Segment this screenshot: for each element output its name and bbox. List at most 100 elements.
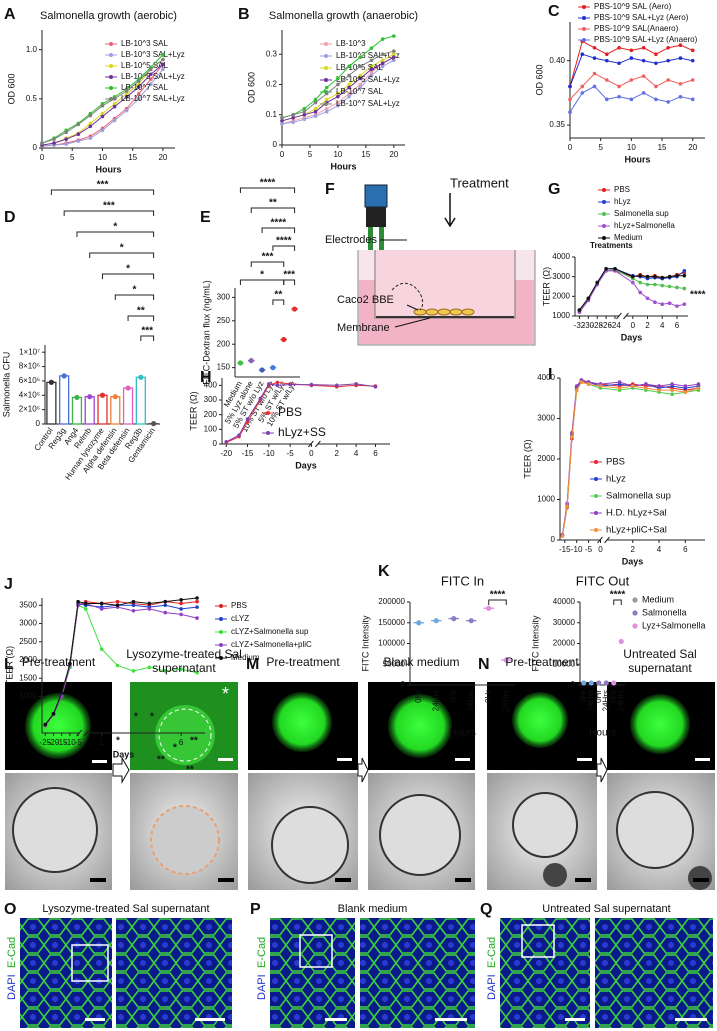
- data-point: [577, 308, 582, 312]
- legend-swatch: [602, 236, 606, 240]
- x-tick-label: 5: [308, 150, 313, 159]
- data-point: [657, 384, 661, 388]
- data-point: [667, 274, 672, 279]
- annotation: **: [274, 290, 282, 301]
- data-point: [324, 106, 329, 111]
- panel-label: O: [4, 901, 16, 918]
- data-point: [313, 109, 318, 114]
- confocal-image: [116, 918, 232, 1028]
- x-tick-label: 15: [128, 153, 137, 162]
- y-tick-label: 200000: [378, 597, 405, 606]
- x-tick-label: 0: [280, 150, 285, 159]
- panel-label: G: [548, 181, 560, 198]
- organoid: [150, 805, 220, 875]
- legend-swatch: [109, 42, 113, 46]
- legend-swatch: [594, 494, 598, 498]
- confocal-image: [595, 918, 713, 1028]
- x-tick-label: 0Hr: [449, 690, 458, 703]
- channel-label: E-Cad: [6, 936, 18, 968]
- data-point: [358, 76, 363, 81]
- data-point: [670, 382, 674, 386]
- data-point: [161, 57, 165, 62]
- legend-label: Medium: [642, 594, 674, 604]
- data-point: [605, 52, 609, 57]
- legend-label: PBS-10^9 SAL(Anaero): [594, 24, 679, 33]
- data-point: [592, 56, 597, 60]
- annotation: **: [190, 736, 198, 747]
- x-tick-label: 4: [660, 321, 665, 330]
- data-point: [392, 58, 396, 63]
- legend-swatch: [219, 604, 223, 608]
- data-point: [237, 433, 241, 438]
- organoid: [616, 791, 694, 869]
- x-tick-label: -5: [287, 449, 295, 458]
- bracket: [102, 273, 155, 279]
- data-point: [580, 52, 585, 57]
- data-point: [100, 114, 105, 119]
- data-point: [653, 282, 657, 287]
- x-tick-label: -24: [609, 321, 621, 330]
- panel-label: L: [4, 656, 14, 673]
- x-tick-label: 0Hr: [594, 690, 603, 703]
- x-tick-label: 2: [631, 545, 636, 554]
- data-point: [630, 384, 635, 388]
- data-point: [358, 64, 363, 69]
- legend-swatch: [594, 528, 598, 532]
- data-point: [638, 273, 642, 278]
- data-point: [380, 37, 385, 41]
- x-tick-label: 0: [309, 449, 314, 458]
- image-caption: Pre-treatment: [21, 655, 96, 669]
- data-point: [336, 76, 340, 81]
- y-tick-label: 2000: [537, 454, 555, 463]
- legend-label: LB-10^7 SAL+Lyz: [336, 99, 400, 108]
- y-tick-label: 1.0: [26, 45, 38, 54]
- data-point: [195, 670, 199, 675]
- y-axis-label: FITC-Dextran flux (ng/mL): [201, 280, 211, 385]
- data-point: [660, 275, 665, 280]
- y-tick-label: 8×10⁶: [19, 362, 40, 371]
- y-tick-label: 4000: [552, 252, 570, 261]
- x-tick-label: 5: [70, 153, 75, 162]
- x-axis-label: Days: [295, 460, 317, 470]
- bracket: [114, 294, 155, 300]
- legend-label: PBS-10^9 SAL+Lyz (Anaero): [594, 35, 698, 44]
- annotation: **: [186, 765, 194, 776]
- data-point: [179, 607, 183, 611]
- y-axis-label: TEER (Ω): [522, 439, 532, 478]
- y-tick-label: 100: [204, 424, 218, 433]
- annotation: *: [173, 743, 177, 754]
- y-tick-label: 50000: [383, 659, 406, 668]
- data-point: [88, 136, 93, 140]
- legend-swatch: [632, 610, 638, 616]
- panel-label: F: [325, 181, 335, 198]
- data-point: [302, 109, 307, 114]
- data-point: [258, 396, 263, 401]
- data-point: [163, 603, 168, 608]
- data-point: [195, 605, 199, 609]
- x-tick-label: -20: [220, 449, 232, 458]
- annotation: Treatments: [590, 241, 633, 250]
- x-tick-label: -20: [48, 738, 60, 747]
- x-tick-label: 24Hrs: [501, 690, 510, 711]
- data-point: [682, 286, 687, 291]
- y-tick-label: 150000: [378, 618, 405, 627]
- annotation: ***: [103, 201, 115, 212]
- y-tick-label: 3500: [19, 600, 37, 609]
- bracket: [76, 231, 155, 237]
- bracket: [250, 261, 285, 267]
- bracket: [127, 315, 155, 321]
- y-tick-label: 1000: [552, 311, 570, 320]
- x-tick-label: 6: [675, 321, 680, 330]
- data-point: [138, 374, 144, 380]
- data-point: [654, 52, 658, 57]
- zoom-boxes: [71, 924, 555, 982]
- data-point: [580, 84, 585, 89]
- x-tick-label: 4: [354, 449, 359, 458]
- panel-label: M: [246, 656, 259, 673]
- y-tick-label: 200: [217, 339, 231, 348]
- image-caption: Pre-treatment: [505, 655, 579, 669]
- legend-label: LB-10^3 SAL+Lyz: [121, 50, 185, 59]
- data-point: [280, 115, 284, 120]
- data-point: [629, 56, 634, 60]
